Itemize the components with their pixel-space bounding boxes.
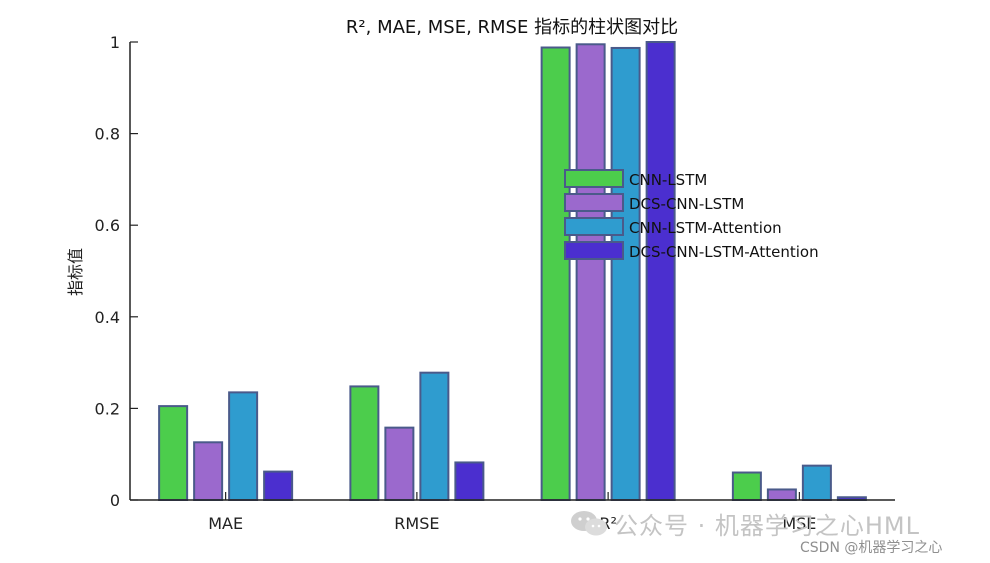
bar-MAE-3 [263, 470, 294, 502]
bar-RMSE-0 [349, 385, 380, 501]
bar-RMSE-2 [419, 371, 450, 501]
bar-R-3 [645, 41, 676, 501]
axes-group: 0 0.2 0.4 0.6 0.8 1 [95, 33, 895, 510]
legend-label: DCS-CNN-LSTM [629, 195, 744, 213]
y-tick-label: 0.6 [95, 216, 120, 235]
bar-MAE-1 [193, 441, 224, 501]
csdn-watermark: CSDN @机器学习之心 [800, 540, 943, 556]
legend-label: CNN-LSTM-Attention [629, 219, 782, 237]
x-tick-label: MAE [208, 514, 243, 533]
legend-label: DCS-CNN-LSTM-Attention [629, 243, 819, 261]
bar-RMSE-1 [384, 426, 415, 501]
x-tick-label: RMSE [394, 514, 439, 533]
bar-R-2 [610, 46, 641, 501]
bar-MSE-0 [731, 471, 762, 501]
bar-MSE-2 [801, 464, 832, 501]
legend-swatch [564, 241, 624, 260]
bar-MAE-0 [158, 405, 189, 501]
y-tick-label: 0.8 [95, 125, 120, 144]
legend-swatch [564, 169, 624, 188]
legend-label: CNN-LSTM [629, 171, 707, 189]
legend-swatch [564, 193, 624, 212]
legend-swatch [564, 217, 624, 236]
wechat-logo-icon [571, 511, 607, 536]
bars-group: MAE RMSE R² MSE [158, 41, 867, 533]
y-tick-label: 1 [110, 33, 120, 52]
bar-R-1 [575, 43, 606, 501]
legend: CNN-LSTM DCS-CNN-LSTM CNN-LSTM-Attention DC… [564, 169, 819, 261]
y-tick-label: 0.2 [95, 399, 120, 418]
bar-RMSE-3 [454, 461, 485, 501]
bar-MAE-2 [228, 391, 259, 501]
x-tick-label: MSE [782, 514, 816, 533]
chart-title: R², MAE, MSE, RMSE 指标的柱状图对比 [346, 17, 678, 38]
bar-R-0 [540, 46, 571, 501]
y-tick-label: 0.4 [95, 308, 120, 327]
y-tick-label: 0 [110, 491, 120, 510]
bar-MSE-1 [766, 488, 797, 502]
y-axis-label: 指标值 [66, 248, 85, 296]
watermark-text: 公众号 · 机器学习之心HML [614, 512, 921, 540]
